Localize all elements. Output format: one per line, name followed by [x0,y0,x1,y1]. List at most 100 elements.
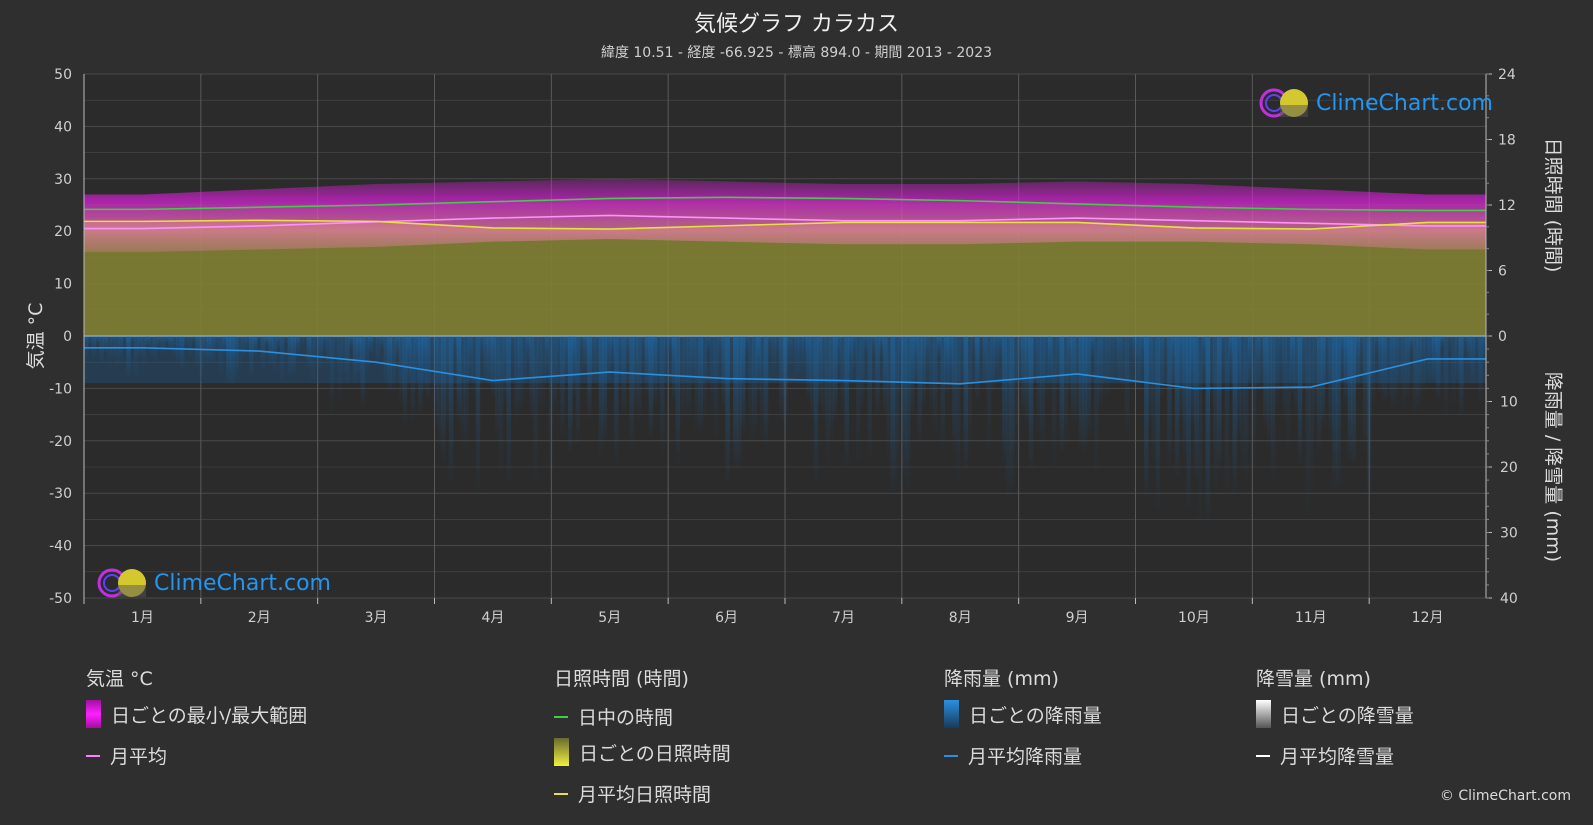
data-bands [84,178,1487,522]
month-label: 8月 [949,610,972,626]
daily-rain-bar [836,336,842,370]
daily-rain-bar [575,336,581,443]
daily-rain-bar [222,336,227,356]
daily-rain-bar [448,336,454,480]
daily-rain-bar [548,336,554,476]
daily-rain-bar [1140,336,1145,371]
daily-rain-bar [141,336,147,367]
sun-daily-swatch [554,738,569,766]
daily-rain-bar [518,336,523,412]
daily-rain-bar [1466,336,1472,367]
daily-rain-bar [398,336,404,402]
daily-rain-bar [306,336,312,368]
daily-rain-bar [717,336,723,366]
daily-rain-bar [1443,336,1449,417]
daily-rain-bar [1482,336,1487,363]
daily-rain-bar [1121,336,1126,393]
daily-rain-bar [498,336,504,473]
daily-rain-bar [1244,336,1249,480]
daily-rain-bar [287,336,293,377]
daily-rain-bar [1002,336,1007,464]
daily-rain-bar [863,336,869,354]
daily-rain-bar [310,336,316,383]
daily-rain-bar [867,336,873,458]
daily-rain-bar [598,336,604,457]
daily-rain-bar [905,336,911,488]
daily-rain-bar [1355,336,1360,387]
daily-rain-bar [621,336,627,415]
legend-snow-daily-label: 日ごとの降雪量 [1281,704,1414,727]
daily-rain-bar [990,336,995,394]
daily-rain-bar [560,336,565,435]
daily-rain-bar [241,336,246,358]
daily-rain-bar [494,336,500,440]
daily-rain-bar [1378,336,1383,393]
daily-rain-bar [1386,336,1391,396]
daily-rain-bar [625,336,631,365]
daily-rain-bar [982,336,988,390]
daily-rain-bar [959,336,965,376]
daily-rain-bar [1282,336,1287,422]
daily-rain-bar [1136,336,1141,392]
daily-rain-bar [848,336,853,383]
daily-rain-bar [932,336,938,435]
daily-rain-bar [806,336,811,399]
climechart-logo-icon [1259,88,1308,118]
daily-rain-bar [1455,336,1460,380]
daily-rain-bar [614,336,619,462]
daily-rain-bar [1405,336,1410,397]
daily-rain-bar [975,336,980,401]
left-tick-label: -20 [49,434,72,450]
daily-rain-bar [1232,336,1237,493]
daily-rain-bar [337,336,342,399]
daily-rain-bar [1217,336,1222,469]
daylight-swatch [554,715,568,718]
daily-rain-bar [948,336,953,392]
daily-rain-bar [314,336,319,366]
daily-rain-bar [1286,336,1291,454]
daily-rain-bar [687,336,692,419]
daily-rain-bar [429,336,435,384]
daily-rain-bar [468,336,473,383]
daily-rain-bar [1163,336,1168,369]
logo-top[interactable]: ClimeChart.com [1258,86,1493,120]
daily-rain-bar [1451,336,1456,404]
daily-rain-bar [825,336,830,466]
daily-rain-bar [829,336,834,442]
rain-avg-swatch [944,754,958,757]
daily-rain-bar [329,336,335,413]
daily-rain-bar [733,336,738,468]
daily-rain-bar [218,336,223,378]
daily-rain-bar [318,336,323,370]
daily-rain-bar [802,336,807,369]
daily-rain-bar [606,336,611,383]
daily-rain-bar [341,336,346,381]
rain-daily-swatch [944,700,959,728]
daily-rain-bar [710,336,715,416]
daily-rain-bar [422,336,427,393]
daily-rain-bar [1267,336,1272,448]
daily-rain-bar [1470,336,1476,386]
legend-rain-daily: 日ごとの降雨量 [944,700,1102,728]
daily-rain-bar [721,336,727,412]
chart-title: 気候グラフ カラカス [694,12,899,37]
daily-rain-bar [1278,336,1284,376]
daily-rain-bar [1259,336,1264,377]
daily-rain-bar [564,336,569,377]
daily-rain-bar [1036,336,1042,434]
legend-snow-avg-label: 月平均降雪量 [1280,746,1395,768]
daily-rain-bar [813,336,819,481]
daily-rain-bar [890,336,896,492]
daily-rain-bar [1413,336,1418,414]
daily-rain-bar [913,336,919,382]
daily-rain-bar [552,336,558,413]
daily-rain-bar [1155,336,1161,510]
daily-rain-bar [437,336,442,447]
daily-rain-bar [1032,336,1038,380]
logo-bottom[interactable]: ClimeChart.com [96,566,331,600]
daily-rain-bar [156,336,162,347]
temp-range-swatch [86,700,101,728]
daily-rain-bar [1301,336,1307,392]
daily-rain-bar [1167,336,1172,464]
daily-rain-bar [1462,336,1468,353]
